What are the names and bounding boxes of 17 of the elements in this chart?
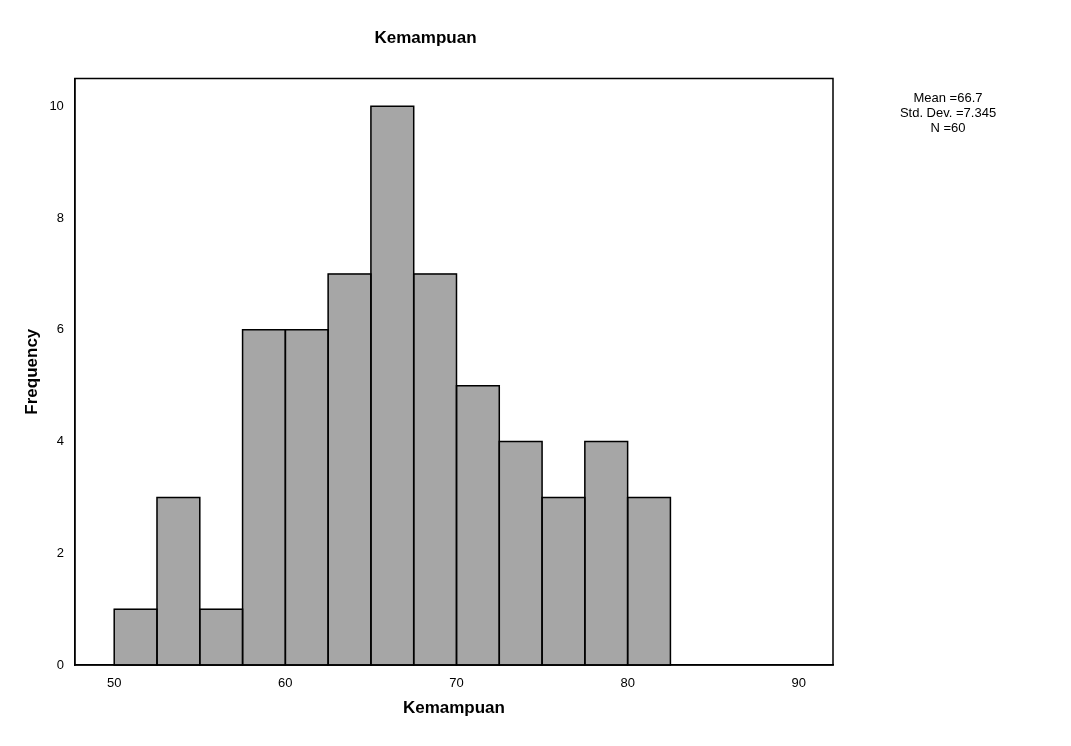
chart-title: Kemampuan	[374, 27, 477, 47]
y-tick-label: 4	[56, 433, 64, 449]
y-tick-label: 6	[56, 321, 64, 337]
x-tick-label: 70	[449, 675, 464, 691]
x-tick-label: 50	[106, 675, 122, 691]
y-tick-label: 8	[56, 209, 64, 225]
y-tick-label: 10	[49, 97, 64, 113]
x-tick-label: 80	[620, 675, 635, 691]
text: Std. Dev. =7.345	[899, 104, 997, 120]
text: N =60	[930, 119, 966, 135]
text: Mean =66.7	[913, 89, 983, 105]
x-axis-title: Kemampuan	[402, 698, 505, 718]
y-axis-title: Frequency	[21, 328, 41, 415]
y-tick-label: 0	[56, 656, 64, 672]
x-tick-label: 60	[278, 675, 293, 691]
y-tick-label: 2	[56, 544, 64, 560]
x-tick-label: 90	[791, 675, 807, 691]
